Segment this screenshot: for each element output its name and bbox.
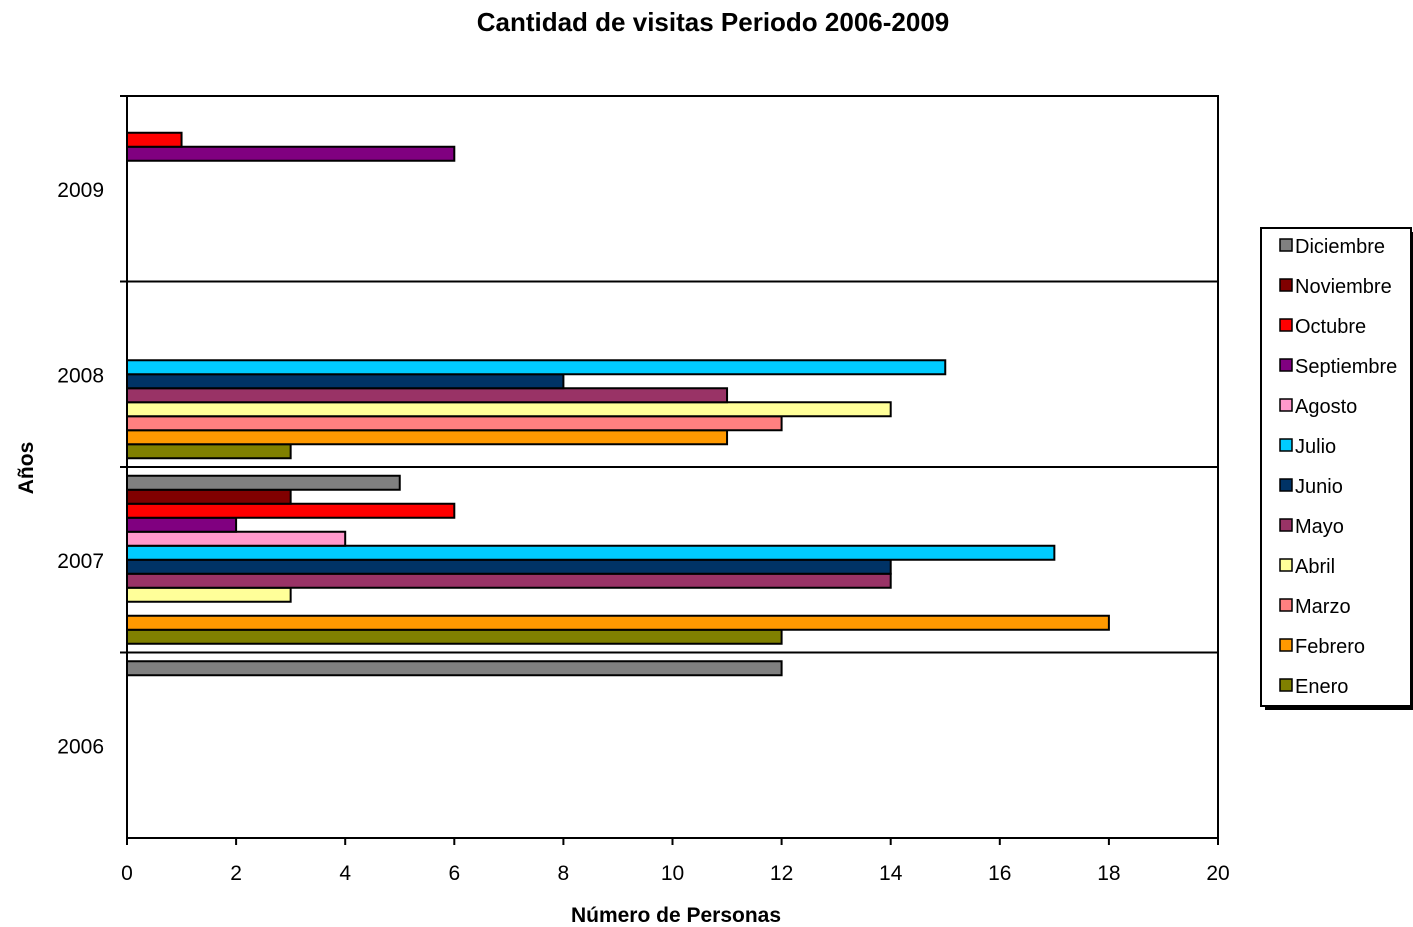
legend-swatch-junio	[1279, 478, 1293, 492]
bar-agosto-2007	[126, 530, 347, 547]
legend-label-enero: Enero	[1295, 676, 1348, 698]
bar-julio-2007	[126, 544, 1056, 561]
bar-julio-2008	[126, 359, 947, 376]
bar-septiembre-2007	[126, 516, 238, 533]
x-axis-title: Número de Personas	[571, 904, 781, 927]
y-tick-label: 2008	[57, 364, 104, 387]
y-tick-label: 2009	[57, 179, 104, 202]
bar-mayo-2007	[126, 572, 892, 589]
bar-marzo-2008	[126, 415, 783, 432]
chart-title: Cantidad de visitas Periodo 2006-2009	[477, 7, 950, 37]
x-tick-label: 4	[339, 862, 351, 885]
bar-abril-2008	[126, 401, 892, 418]
bar-junio-2008	[126, 373, 565, 390]
legend-label-julio: Julio	[1295, 436, 1336, 458]
bar-octubre-2009	[126, 131, 183, 148]
plot-area: 0 2 4 6 8 10 12 14 16 18 20 2006 2007 2008 2009	[57, 95, 1230, 885]
x-tick-label: 14	[879, 862, 903, 885]
bar-febrero-2008	[126, 429, 729, 446]
x-tick-label: 6	[448, 862, 460, 885]
legend-label-diciembre: Diciembre	[1295, 236, 1385, 258]
bar-diciembre-2007	[126, 474, 401, 491]
x-tick-label: 8	[558, 862, 570, 885]
bar-febrero-2007	[126, 614, 1110, 631]
legend-label-abril: Abril	[1295, 556, 1335, 578]
x-tick-label: 20	[1206, 862, 1229, 885]
bar-mayo-2008	[126, 387, 729, 404]
bar-abril-2007	[126, 586, 292, 603]
x-tick-label: 10	[661, 862, 684, 885]
bar-noviembre-2007	[126, 488, 292, 505]
legend-swatch-enero	[1279, 678, 1293, 692]
legend-swatch-agosto	[1279, 398, 1293, 412]
legend-label-septiembre: Septiembre	[1295, 356, 1397, 378]
legend-label-agosto: Agosto	[1295, 396, 1357, 418]
x-tick-label: 12	[770, 862, 793, 885]
legend-label-junio: Junio	[1295, 476, 1343, 498]
legend-swatch-julio	[1279, 438, 1293, 452]
x-tick-label: 2	[230, 862, 242, 885]
legend-label-noviembre: Noviembre	[1295, 276, 1392, 298]
bar-octubre-2007	[126, 502, 456, 519]
legend: Diciembre Noviembre Octubre Septiembre Agost…	[1260, 227, 1413, 710]
legend-swatch-diciembre	[1279, 238, 1293, 252]
y-tick-label: 2006	[57, 735, 104, 758]
y-axis-title: Años	[15, 442, 38, 495]
legend-swatch-octubre	[1279, 318, 1293, 332]
bar-junio-2007	[126, 558, 892, 575]
legend-label-febrero: Febrero	[1295, 636, 1365, 658]
bar-enero-2007	[126, 628, 783, 645]
legend-label-marzo: Marzo	[1295, 596, 1351, 618]
x-tick-label: 18	[1097, 862, 1120, 885]
legend-swatch-febrero	[1279, 638, 1293, 652]
x-tick-label: 16	[988, 862, 1011, 885]
bar-enero-2008	[126, 443, 292, 460]
bar-septiembre-2009	[126, 145, 456, 162]
bar-diciembre-2006	[126, 660, 783, 677]
x-tick-label: 0	[121, 862, 133, 885]
legend-box	[1260, 227, 1412, 707]
legend-swatch-mayo	[1279, 518, 1293, 532]
legend-swatch-noviembre	[1279, 278, 1293, 292]
y-tick-label: 2007	[57, 550, 104, 573]
legend-label-mayo: Mayo	[1295, 516, 1344, 538]
legend-swatch-abril	[1279, 558, 1293, 572]
legend-swatch-septiembre	[1279, 358, 1293, 372]
legend-swatch-marzo	[1279, 598, 1293, 612]
legend-label-octubre: Octubre	[1295, 316, 1366, 338]
